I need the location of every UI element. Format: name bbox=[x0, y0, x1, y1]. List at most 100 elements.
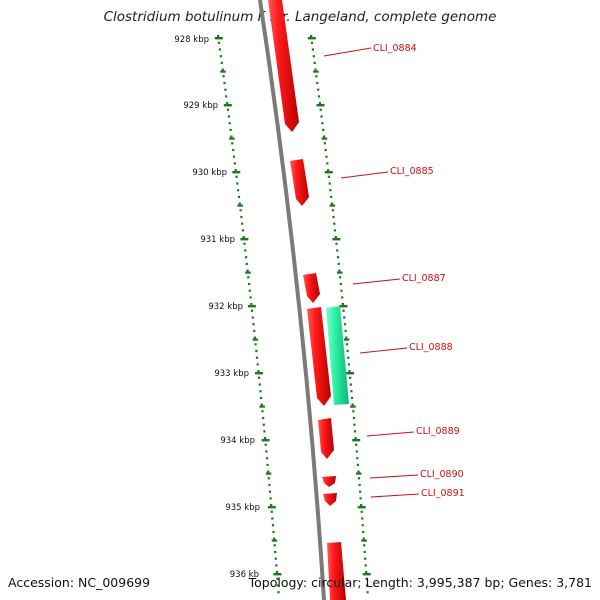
tick-dot bbox=[357, 470, 360, 473]
gene-cli-0889-arrow[interactable] bbox=[318, 418, 334, 459]
tick-dot bbox=[332, 215, 335, 219]
leader-line bbox=[340, 171, 389, 179]
tick-dot bbox=[339, 276, 342, 279]
gene-cli-0888-reverse[interactable] bbox=[326, 306, 349, 405]
major-tick bbox=[324, 171, 333, 174]
gene-label-cli-0884[interactable]: CLI_0884 bbox=[373, 43, 417, 54]
tick-dot bbox=[237, 189, 240, 192]
gene-cli-0890-arrow[interactable] bbox=[322, 476, 336, 487]
map-title: Clostridium botulinum F str. Langeland, … bbox=[103, 9, 497, 25]
tick-dot bbox=[322, 135, 326, 138]
mid-tick bbox=[361, 539, 367, 542]
kbp-label: 931 kbp bbox=[200, 235, 235, 245]
tick-dot bbox=[320, 115, 323, 118]
tick-dot bbox=[219, 55, 222, 58]
tick-dot bbox=[277, 591, 280, 594]
tick-dot bbox=[361, 517, 364, 520]
gene-label-cli-0891[interactable]: CLI_0891 bbox=[421, 488, 465, 499]
mid-tick bbox=[329, 204, 336, 207]
tick-dot bbox=[270, 510, 273, 513]
tick-dot bbox=[270, 504, 273, 507]
gene-label-cli-0887[interactable]: CLI_0887 bbox=[402, 273, 446, 284]
tick-dot bbox=[363, 550, 366, 554]
tick-dot bbox=[257, 370, 260, 373]
gene-label-cli-0889[interactable]: CLI_0889 bbox=[416, 426, 460, 437]
kbp-label: 936 kb bbox=[230, 570, 259, 580]
mid-tick bbox=[265, 472, 272, 475]
tick-dot bbox=[343, 323, 347, 326]
tick-dot bbox=[335, 242, 338, 245]
major-tick bbox=[255, 372, 263, 375]
tick-dot bbox=[234, 169, 237, 172]
kbp-label: 930 kbp bbox=[192, 168, 227, 178]
leader-line bbox=[352, 278, 401, 285]
tick-dot bbox=[365, 571, 368, 574]
genome-backbone bbox=[258, 0, 326, 600]
gene-label-cli-0885[interactable]: CLI_0885 bbox=[390, 166, 434, 177]
tick-dot bbox=[364, 564, 367, 567]
tick-dot bbox=[311, 48, 314, 51]
tick-dot bbox=[352, 410, 355, 413]
tick-dot bbox=[217, 35, 220, 38]
tick-dot bbox=[228, 122, 231, 125]
major-tick bbox=[352, 439, 361, 442]
tick-dot bbox=[353, 430, 357, 433]
tick-dot bbox=[349, 383, 352, 386]
tick-dot bbox=[239, 209, 242, 212]
tick-dot bbox=[242, 236, 245, 239]
mid-tick bbox=[220, 70, 226, 73]
tick-dot bbox=[229, 128, 232, 131]
tick-dot bbox=[266, 463, 269, 466]
tick-dot bbox=[333, 222, 336, 225]
kbp-label: 935 kbp bbox=[225, 503, 260, 513]
gene-label-cli-0888[interactable]: CLI_0888 bbox=[409, 342, 453, 353]
tick-dot bbox=[339, 282, 342, 286]
major-tick bbox=[357, 506, 366, 509]
tick-dot bbox=[333, 229, 337, 232]
tick-dot bbox=[338, 269, 341, 272]
tick-dot bbox=[222, 75, 225, 78]
tick-dot bbox=[226, 102, 229, 105]
gene-cli-0891-arrow[interactable] bbox=[323, 493, 337, 506]
tick-dot bbox=[310, 35, 313, 38]
tick-dot bbox=[276, 577, 279, 580]
tick-dot bbox=[251, 309, 254, 312]
gene-label-cli-0890[interactable]: CLI_0890 bbox=[420, 469, 464, 480]
tick-dot bbox=[336, 256, 340, 259]
tick-dot bbox=[336, 249, 339, 252]
gene-cli-0888a-arrow[interactable] bbox=[307, 307, 331, 406]
tick-dot bbox=[258, 383, 261, 386]
tick-dot bbox=[312, 55, 315, 58]
major-tick bbox=[316, 104, 325, 107]
tick-dot bbox=[358, 483, 361, 487]
tick-dot bbox=[319, 108, 322, 111]
tick-dot bbox=[359, 490, 362, 493]
mid-tick bbox=[271, 539, 278, 542]
gene-cli-0885-arrow[interactable] bbox=[290, 159, 309, 206]
gene-cli-0887a-arrow[interactable] bbox=[303, 273, 320, 303]
tick-dot bbox=[260, 396, 263, 399]
major-tick bbox=[362, 573, 371, 576]
tick-dot bbox=[310, 41, 314, 44]
tick-dot bbox=[364, 557, 367, 560]
tick-dot bbox=[354, 437, 357, 440]
kbp-label: 933 kbp bbox=[214, 369, 249, 379]
major-tick bbox=[267, 506, 276, 509]
gene-cli-0892-arrow[interactable] bbox=[327, 542, 346, 600]
tick-dot bbox=[352, 416, 355, 420]
tick-dot bbox=[264, 443, 267, 446]
major-tick bbox=[223, 104, 232, 107]
major-tick bbox=[346, 372, 355, 375]
tick-dot bbox=[327, 169, 330, 172]
genome-summary-text: Topology: circular; Length: 3,995,387 bp… bbox=[248, 575, 592, 590]
tick-dot bbox=[275, 571, 278, 574]
tick-dot bbox=[225, 95, 228, 98]
tick-dot bbox=[359, 497, 362, 500]
mid-tick bbox=[245, 271, 251, 274]
gene-labels: CLI_0884 CLI_0885 CLI_0887 CLI_0888 CLI_… bbox=[373, 43, 465, 499]
gene-cli-0884-arrow[interactable] bbox=[268, 0, 299, 132]
major-tick bbox=[307, 37, 316, 40]
tick-dot bbox=[268, 483, 271, 487]
tick-dot bbox=[245, 262, 248, 265]
